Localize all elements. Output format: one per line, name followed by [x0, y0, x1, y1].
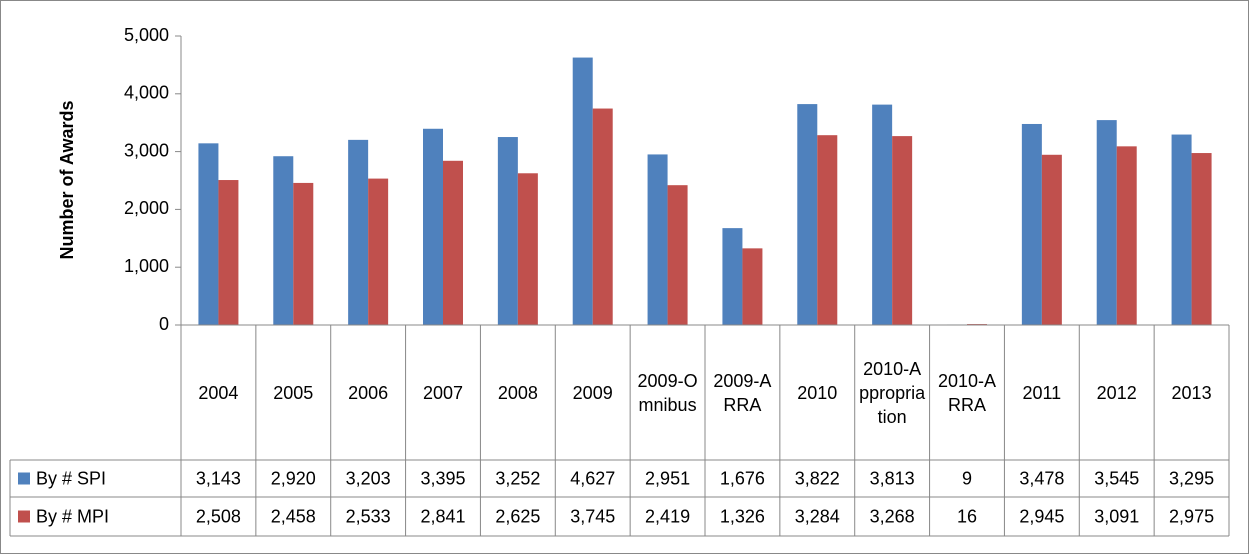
- x-tick-label: 2008: [497, 382, 538, 403]
- category-cell: 2011: [1022, 382, 1062, 403]
- x-tick-label: 2007: [422, 382, 463, 403]
- data-table-value: 1,676: [720, 468, 765, 488]
- bar: [1171, 134, 1192, 325]
- x-tick-label: 2006: [348, 382, 389, 403]
- x-tick-label: 2009-Omnibus: [637, 370, 698, 415]
- legend-swatch: [18, 510, 30, 523]
- category-cell: 2009-Omnibus: [637, 370, 698, 415]
- bar: [1041, 154, 1062, 325]
- bar: [497, 137, 518, 325]
- legend-swatch: [18, 472, 30, 485]
- x-tick-label: 2011: [1022, 382, 1062, 403]
- bar: [423, 128, 443, 325]
- category-cell: 2010-ARRA: [937, 370, 996, 415]
- data-table-value: 2,841: [420, 506, 465, 526]
- category-cell: 2004: [198, 382, 239, 403]
- data-table-value: 2,975: [1169, 506, 1214, 526]
- data-table-value: 2,951: [645, 468, 690, 488]
- bar: [218, 180, 239, 325]
- data-table-value: 2,458: [271, 506, 316, 526]
- legend-label: By # SPI: [36, 468, 106, 488]
- data-table-value: 2,625: [495, 506, 540, 526]
- y-axis-label: Number of Awards: [57, 100, 77, 259]
- data-table-value: 16: [957, 506, 977, 526]
- y-tick-label: 2,000: [124, 198, 169, 218]
- bar: [348, 139, 369, 325]
- data-table-value: 3,284: [795, 506, 840, 526]
- data-table-value: 2,419: [645, 506, 690, 526]
- bar: [872, 104, 893, 325]
- category-cell: 2010: [797, 382, 838, 403]
- category-cell: 2009-ARRA: [713, 370, 772, 415]
- bar: [517, 173, 538, 325]
- bar: [722, 228, 743, 325]
- y-tick-label: 4,000: [124, 83, 169, 103]
- data-table-value: 3,252: [495, 468, 540, 488]
- bar: [1191, 153, 1212, 325]
- category-cell: 2006: [348, 382, 389, 403]
- category-cell: 2005: [273, 382, 314, 403]
- data-table-value: 2,533: [346, 506, 391, 526]
- data-table-value: 3,203: [346, 468, 391, 488]
- x-tick-label: 2010: [797, 382, 838, 403]
- bar: [198, 143, 219, 325]
- bar: [742, 248, 763, 325]
- bar: [572, 57, 593, 326]
- bar: [1096, 120, 1117, 325]
- y-tick-label: 0: [159, 314, 169, 334]
- category-cell: 2008: [497, 382, 538, 403]
- category-cell: 2009: [572, 382, 613, 403]
- bar: [368, 178, 389, 325]
- category-cell: 2013: [1171, 382, 1212, 403]
- y-tick-label: 1,000: [124, 256, 169, 276]
- data-table-value: 3,395: [420, 468, 465, 488]
- data-table-value: 3,822: [795, 468, 840, 488]
- data-table-value: 4,627: [570, 468, 615, 488]
- bar: [273, 156, 294, 325]
- data-table-value: 3,545: [1094, 468, 1139, 488]
- x-tick-label: 2009: [572, 382, 613, 403]
- bar: [667, 185, 688, 325]
- data-table-value: 2,508: [196, 506, 241, 526]
- category-cell: 2010-Appropriation: [859, 358, 926, 427]
- x-tick-label: 2005: [273, 382, 314, 403]
- data-table-value: 9: [962, 468, 972, 488]
- legend-label: By # MPI: [36, 506, 109, 526]
- data-table-value: 3,478: [1019, 468, 1064, 488]
- data-table-value: 2,920: [271, 468, 316, 488]
- data-table-value: 3,813: [870, 468, 915, 488]
- y-tick-label: 3,000: [124, 140, 169, 160]
- bar: [797, 104, 818, 325]
- x-tick-label: 2009-ARRA: [713, 370, 772, 415]
- x-tick-label: 2004: [198, 382, 239, 403]
- bar: [1116, 146, 1137, 325]
- bar: [592, 108, 613, 325]
- x-tick-label: 2010-ARRA: [937, 370, 996, 415]
- data-table-value: 1,326: [720, 506, 765, 526]
- bar: [647, 154, 668, 325]
- bar: [443, 160, 463, 325]
- x-tick-label: 2010-Appropriation: [859, 358, 926, 427]
- bar: [817, 135, 838, 325]
- x-tick-label: 2012: [1096, 382, 1137, 403]
- y-tick-label: 5,000: [124, 25, 169, 45]
- bar: [293, 182, 314, 325]
- category-cell: 2007: [422, 382, 463, 403]
- category-cell: 2012: [1096, 382, 1137, 403]
- data-table-value: 3,745: [570, 506, 615, 526]
- data-table-value: 3,143: [196, 468, 241, 488]
- x-tick-label: 2013: [1171, 382, 1212, 403]
- bar: [892, 136, 913, 325]
- data-table-value: 3,091: [1094, 506, 1139, 526]
- data-table-value: 3,268: [870, 506, 915, 526]
- bar: [1021, 123, 1042, 325]
- data-table-value: 3,295: [1169, 468, 1214, 488]
- data-table-value: 2,945: [1019, 506, 1064, 526]
